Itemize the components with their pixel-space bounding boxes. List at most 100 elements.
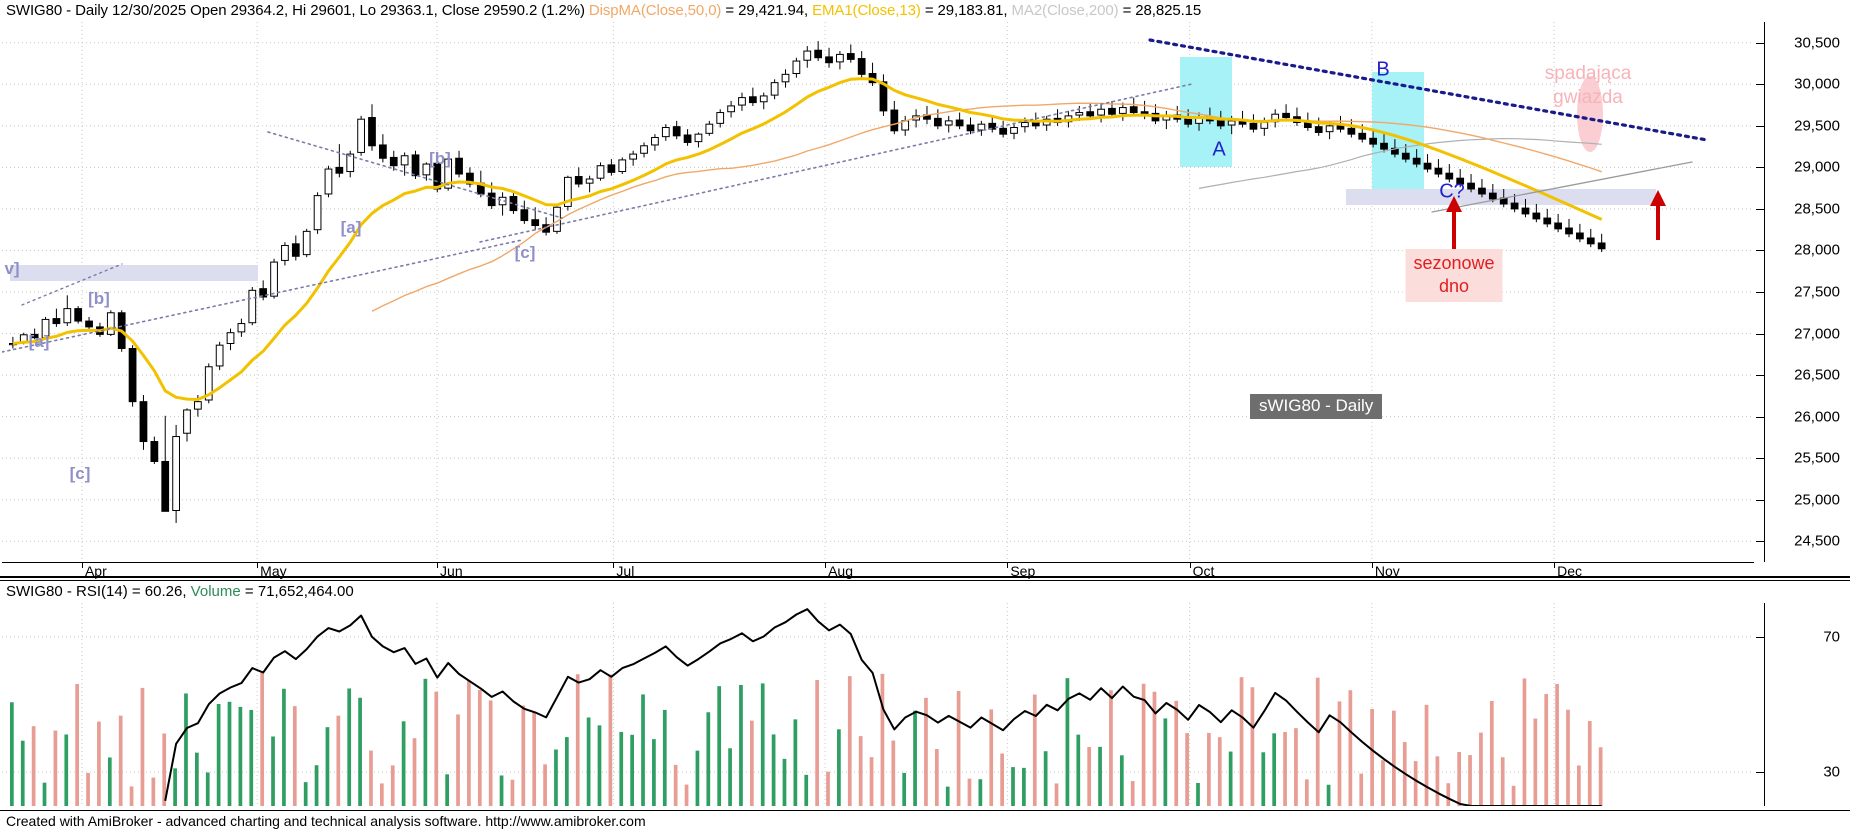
price-pane[interactable]: SWIG80 - Daily 12/30/2025 Open 29364.2, … xyxy=(0,0,1850,579)
volume-bar-down xyxy=(1555,683,1559,806)
volume-bar-up xyxy=(227,701,232,806)
volume-bar-down xyxy=(924,697,928,806)
ma2-line xyxy=(1198,138,1602,189)
indicator-plot-area[interactable] xyxy=(2,603,1754,806)
volume-bar-up xyxy=(564,737,569,806)
indicator-axis-label: 70 xyxy=(1823,628,1840,646)
price-axis-tick xyxy=(1756,42,1764,44)
volume-bar-up xyxy=(1076,734,1081,806)
volume-bar-down xyxy=(292,706,297,806)
note-line-1: gwiazda xyxy=(1553,86,1623,108)
candle-down xyxy=(1282,112,1290,119)
volume-bar-down xyxy=(1370,708,1374,806)
volume-bar-down xyxy=(97,721,101,806)
volume-bar-down xyxy=(1348,690,1353,806)
volume-bar-up xyxy=(195,752,199,806)
candle-down xyxy=(30,333,39,339)
volume-bar-down xyxy=(1413,761,1418,806)
volume-bar-down xyxy=(1500,757,1505,806)
candle-down xyxy=(1314,126,1323,133)
candle-up xyxy=(792,60,801,75)
candle-down xyxy=(1543,217,1552,225)
volume-bar-down xyxy=(1032,694,1037,806)
volume-bar-down xyxy=(880,673,885,806)
volume-bar-up xyxy=(793,719,798,806)
price-axis-tick xyxy=(1756,458,1764,460)
date-axis[interactable]: Apr May Jun Jul Aug Sep Oct Nov Dec xyxy=(2,562,1754,579)
candle-up xyxy=(727,105,735,113)
candle-up xyxy=(738,97,746,106)
indicator-axis[interactable]: 70 30 xyxy=(1756,603,1850,806)
volume-bar-up xyxy=(662,709,667,806)
volume-bar-down xyxy=(1435,756,1440,806)
candle-down xyxy=(1129,106,1138,114)
candle-down xyxy=(455,157,463,175)
wave-label-5: [b] xyxy=(429,149,451,168)
candle-up xyxy=(172,436,180,511)
candle-down xyxy=(1565,227,1573,235)
volume-bar-down xyxy=(1152,691,1157,806)
candle-down xyxy=(74,308,83,322)
candle-down xyxy=(890,109,899,132)
price-axis[interactable]: 30,500 30,000 29,500 29,000 28,500 28,000 27,5… xyxy=(1756,22,1850,562)
candle-up xyxy=(63,308,72,324)
volume-bar-down xyxy=(434,691,439,806)
indicator-pane-title: SWIG80 - RSI(14) = 60.26, Volume = 71,65… xyxy=(6,583,354,600)
volume-bar-down xyxy=(1217,737,1222,806)
candle-up xyxy=(204,366,213,401)
volume-bar-down xyxy=(1207,732,1211,806)
price-axis-label: 25,500 xyxy=(1794,449,1840,467)
volume-bar-down xyxy=(379,783,384,806)
support-band-right xyxy=(1346,189,1656,205)
indicator-pane[interactable]: SWIG80 - RSI(14) = 60.26, Volume = 71,65… xyxy=(0,580,1850,810)
volume-bar-up xyxy=(1228,751,1233,806)
volume-bar-down xyxy=(1359,773,1364,806)
wave-label-0: v] xyxy=(4,259,20,278)
ma2-indicator-label: MA2(Close,200) xyxy=(1011,2,1119,19)
volume-bar-down xyxy=(891,740,896,806)
volume-bar-up xyxy=(630,734,634,806)
volume-bar-up xyxy=(314,765,319,806)
volume-bar-down xyxy=(456,714,460,806)
volume-bar-up xyxy=(945,786,950,806)
indicator-axis-tick xyxy=(1756,636,1764,638)
volume-bar-up xyxy=(1098,746,1102,806)
volume-bar-down xyxy=(1185,733,1189,806)
volume-bar-up xyxy=(760,683,765,806)
volume-bar-down xyxy=(1577,765,1581,806)
volume-bar-down xyxy=(75,683,80,806)
candle-up xyxy=(705,123,714,134)
volume-bar-down xyxy=(1174,700,1179,806)
note-seasonal-bottom: sezonowe dno xyxy=(1405,249,1503,302)
candle-down xyxy=(291,243,300,257)
candle-down xyxy=(1532,212,1541,220)
candle-down xyxy=(139,401,148,443)
candle-down xyxy=(259,288,268,298)
candle-up xyxy=(346,153,355,173)
volume-bar-down xyxy=(684,784,689,806)
candle-up xyxy=(661,127,670,138)
date-axis-label-apr: Apr xyxy=(84,563,107,579)
price-chart-svg xyxy=(2,22,1754,562)
candle-down xyxy=(531,219,540,227)
dispma-indicator-value: = 29,421.94, xyxy=(721,2,813,19)
date-axis-tick xyxy=(1007,563,1009,568)
date-axis-label-jul: Jul xyxy=(616,563,635,579)
volume-bar-up xyxy=(902,772,907,806)
candle-down xyxy=(368,117,376,147)
arrow-support-retest-head xyxy=(1650,190,1666,206)
volume-bar-down xyxy=(1381,760,1385,806)
dispma-indicator-label: DispMA(Close,50,0) xyxy=(588,2,722,19)
volume-bar-up xyxy=(652,739,656,806)
volume-bar-down xyxy=(390,765,395,806)
date-axis-tick xyxy=(825,563,827,568)
status-bar: Created with AmiBroker - advanced charti… xyxy=(0,810,1850,831)
date-axis-tick xyxy=(257,563,259,568)
candle-down xyxy=(1423,162,1432,170)
price-axis-label: 28,000 xyxy=(1794,241,1840,259)
volume-bar-down xyxy=(31,726,36,806)
candle-up xyxy=(944,120,953,126)
volume-bar-up xyxy=(1163,718,1168,806)
candle-up xyxy=(248,289,257,324)
price-plot-area[interactable]: v] [a] [b] [c] [a] [b] [c] A B C? spadająca gwiaz… xyxy=(2,22,1754,562)
